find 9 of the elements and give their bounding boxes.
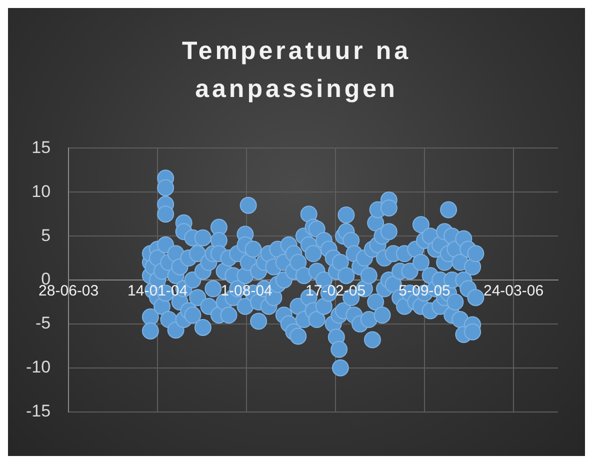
x-tick-label: 5-09-05 xyxy=(398,282,450,300)
y-tick-label: -15 xyxy=(26,401,51,420)
y-tick-label: -10 xyxy=(26,358,51,377)
y-tick-label: 15 xyxy=(32,138,51,157)
chart-title: Temperatuur na aanpassingen xyxy=(180,36,412,105)
y-tick-label: 10 xyxy=(32,182,51,201)
x-tick-label: 24-03-06 xyxy=(483,282,544,300)
y-tick-label: -5 xyxy=(35,314,51,333)
y-tick-label: 5 xyxy=(41,226,51,245)
